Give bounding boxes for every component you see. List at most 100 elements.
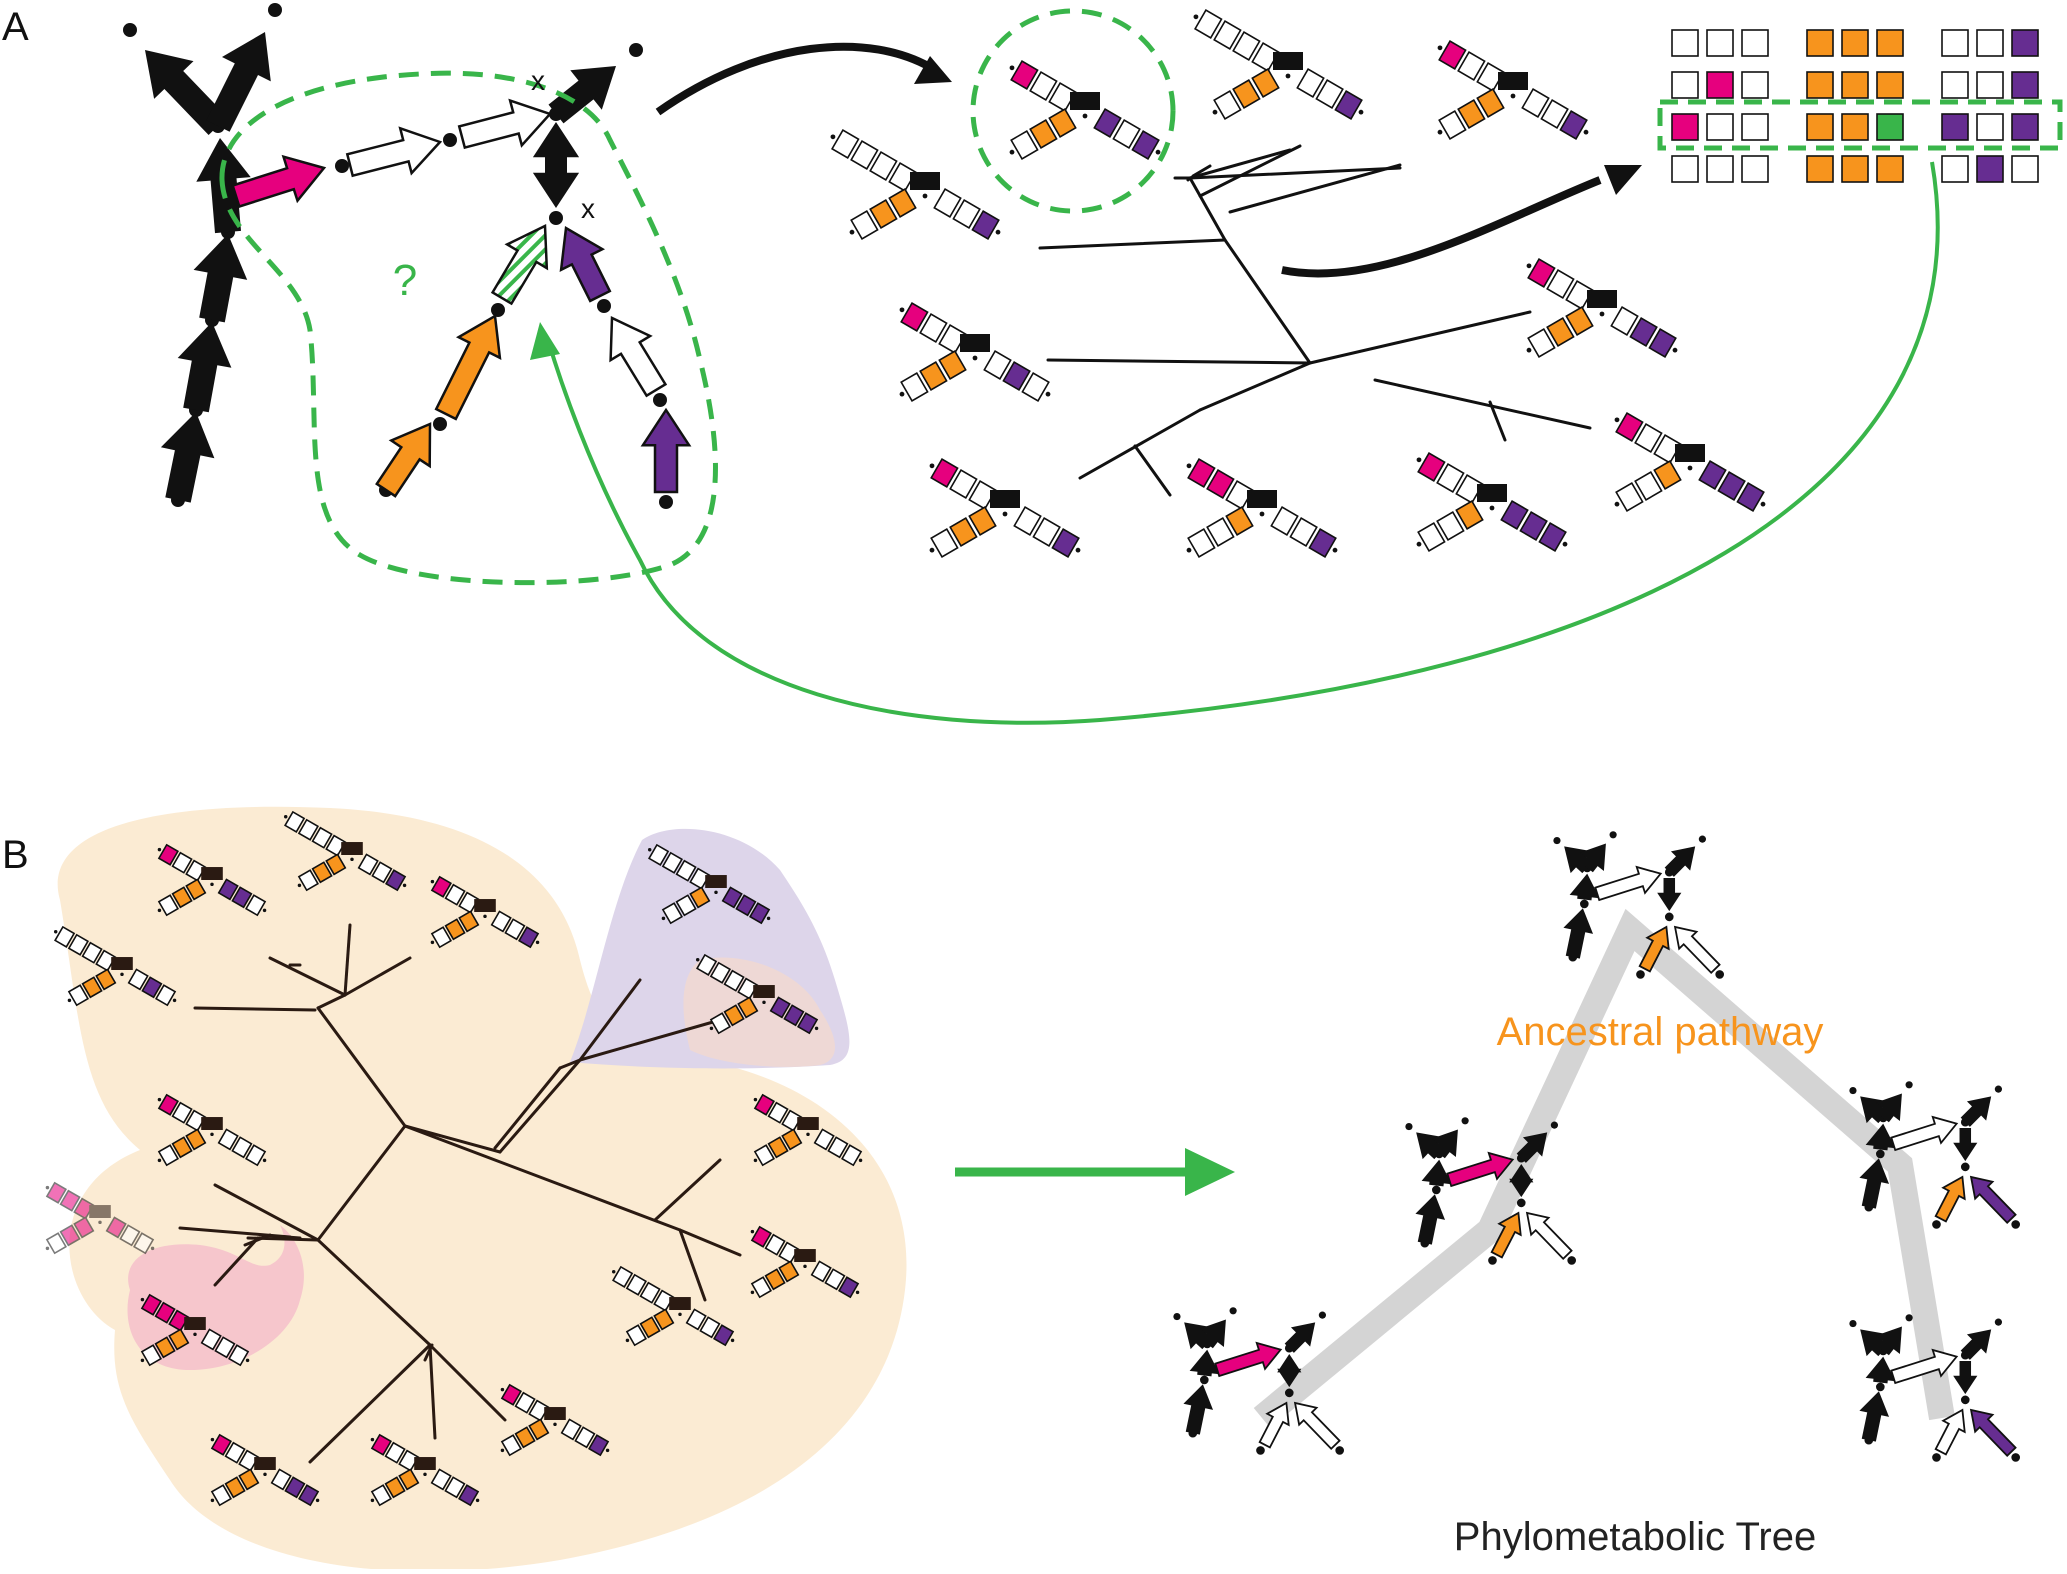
node-dot-icon bbox=[762, 1000, 766, 1005]
gene-box bbox=[930, 528, 959, 558]
node-dot-icon bbox=[1155, 149, 1161, 155]
gene-box bbox=[1736, 482, 1765, 512]
matrix-cell bbox=[1941, 71, 1969, 99]
gene-box bbox=[1194, 9, 1223, 39]
node-dot-icon bbox=[1416, 541, 1422, 547]
node-dot-icon bbox=[315, 1498, 320, 1503]
tree-branch bbox=[423, 1343, 434, 1362]
node-dot-icon bbox=[443, 133, 457, 147]
matrix-cell bbox=[1806, 113, 1834, 141]
gene-box bbox=[933, 188, 962, 218]
node-dot-icon bbox=[140, 1358, 145, 1363]
gene-box bbox=[850, 210, 879, 240]
gene-cluster-hub bbox=[544, 1407, 566, 1420]
gene-box bbox=[311, 861, 333, 884]
node-dot-icon bbox=[210, 1498, 215, 1503]
gene-box bbox=[689, 886, 711, 909]
node-dot-icon bbox=[262, 1158, 267, 1163]
tree-branch bbox=[403, 1124, 682, 1232]
reaction-arrow-icon bbox=[1490, 1211, 1522, 1259]
gene-cluster-hub bbox=[111, 957, 133, 970]
reaction-arrow-icon bbox=[193, 234, 248, 323]
gene-box bbox=[384, 1476, 406, 1499]
gene-box bbox=[1315, 79, 1344, 109]
node-dot-icon bbox=[283, 815, 288, 819]
tree-branch bbox=[343, 956, 412, 997]
tree-branch bbox=[1038, 238, 1227, 250]
gene-box bbox=[1610, 306, 1639, 336]
node-dot-icon bbox=[1905, 1081, 1913, 1089]
gene-box bbox=[127, 968, 149, 991]
gene-box bbox=[210, 1433, 232, 1456]
gene-box bbox=[1565, 306, 1594, 336]
gene-box bbox=[1546, 317, 1575, 347]
matrix-cell bbox=[1806, 71, 1834, 99]
node-dot-icon bbox=[1212, 109, 1218, 115]
node-dot-icon bbox=[1614, 417, 1620, 423]
node-dot-icon bbox=[1567, 1256, 1576, 1265]
pathway-variant bbox=[1173, 1307, 1344, 1455]
gene-box bbox=[1629, 317, 1658, 347]
matrix-cell bbox=[1876, 29, 1904, 57]
node-dot-icon bbox=[709, 1026, 714, 1031]
gene-box bbox=[797, 1012, 819, 1035]
node-dot-icon bbox=[629, 43, 643, 57]
node-dot-icon bbox=[1876, 1382, 1885, 1392]
tree-branch bbox=[308, 1343, 432, 1464]
gene-box bbox=[119, 1224, 141, 1247]
gene-box bbox=[200, 1328, 222, 1351]
tree-branch bbox=[1223, 238, 1312, 365]
tree-branch bbox=[653, 1158, 722, 1222]
tree-branch bbox=[316, 1238, 432, 1347]
node-dot-icon bbox=[899, 307, 905, 313]
node-dot-icon bbox=[678, 1312, 682, 1317]
gene-box bbox=[709, 961, 731, 984]
node-dot-icon bbox=[625, 1338, 630, 1343]
gene-cluster-icon bbox=[1193, 9, 1364, 120]
gene-box bbox=[1232, 31, 1261, 61]
gene-box bbox=[73, 1216, 95, 1239]
phylogenetic-tree bbox=[178, 923, 742, 1464]
node-dot-icon bbox=[1173, 1312, 1181, 1321]
gene-box bbox=[612, 1265, 634, 1288]
reaction-arrow-icon bbox=[1664, 846, 1696, 877]
gene-cluster-icon bbox=[140, 1293, 250, 1367]
gene-cluster-hub bbox=[1587, 290, 1617, 308]
gene-box bbox=[154, 1336, 176, 1359]
gene-box bbox=[1206, 517, 1235, 547]
gene-cluster-icon bbox=[157, 843, 267, 917]
gene-cluster-collection bbox=[830, 9, 1766, 558]
gene-cluster-hub bbox=[201, 1117, 223, 1130]
node-dot-icon bbox=[370, 1437, 375, 1442]
node-dot-icon bbox=[370, 1498, 375, 1503]
node-dot-icon bbox=[67, 998, 72, 1003]
reaction-arrow-icon bbox=[1579, 843, 1606, 873]
node-dot-icon bbox=[1580, 899, 1589, 909]
gene-box bbox=[210, 1484, 232, 1507]
node-dot-icon bbox=[1994, 1085, 2002, 1093]
tree-branch bbox=[316, 993, 347, 1010]
gene-box bbox=[168, 1328, 190, 1351]
gene-box bbox=[983, 350, 1012, 380]
matrix-cell bbox=[1741, 71, 1769, 99]
gene-box bbox=[949, 517, 978, 547]
tree-branch bbox=[1078, 408, 1202, 480]
gene-box bbox=[1615, 412, 1644, 442]
node-dot-icon bbox=[549, 211, 563, 225]
matrix-cell bbox=[1941, 29, 1969, 57]
matrix-cell bbox=[2011, 113, 2039, 141]
ancestral-pathway-label: Ancestral pathway bbox=[1497, 1010, 1824, 1054]
tree-branch bbox=[493, 1066, 562, 1150]
gene-box bbox=[968, 506, 997, 536]
presence-absence-matrix bbox=[1671, 29, 2039, 183]
gene-box bbox=[1289, 517, 1318, 547]
gene-box bbox=[171, 1101, 193, 1124]
gene-box bbox=[1717, 471, 1746, 501]
gene-box bbox=[458, 910, 480, 933]
node-dot-icon bbox=[430, 879, 435, 884]
node-dot-icon bbox=[605, 1448, 610, 1453]
gene-box bbox=[1476, 88, 1505, 118]
reaction-arrow-icon bbox=[548, 66, 616, 124]
gene-box bbox=[560, 1418, 582, 1441]
